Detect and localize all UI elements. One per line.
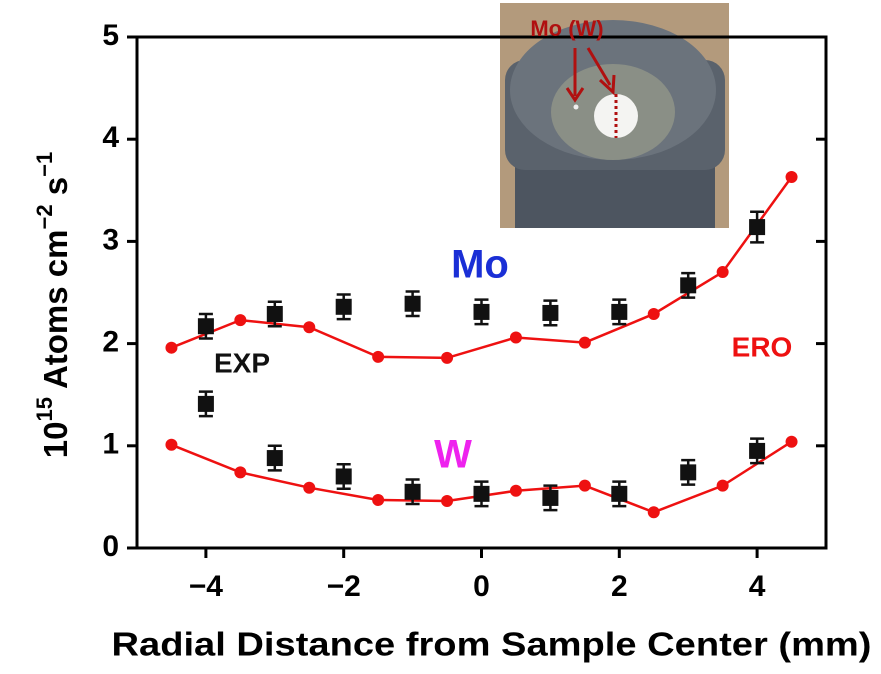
exp-point [473,485,490,502]
ero-point [578,479,591,492]
y-tick-label: 2 [102,326,119,359]
annotation: Mo (W) [530,16,603,41]
ero-point [509,484,522,497]
annotation: Mo [451,243,509,287]
y-tick-label: 3 [102,223,119,256]
x-tick-label: −2 [327,570,361,603]
y-tick-label: 1 [102,428,119,461]
y-tick-label: 5 [102,19,119,52]
y-label-superscript: 15 [32,397,57,421]
ero-point [716,479,729,492]
exp-point [335,468,352,485]
y-label-part: 10 [37,421,74,458]
ero-point [785,171,798,184]
ero-point [647,307,660,320]
ero-point [372,493,385,506]
exp-point [611,485,628,502]
annotation: W [434,433,472,477]
ero-point [785,435,798,448]
y-label-part: Atoms cm [37,230,74,397]
exp-point [266,450,283,467]
y-axis-label: 1015 Atoms cm−2 s−1 [32,152,74,458]
y-tick-label: 0 [102,530,119,563]
ero-point [303,321,316,334]
y-tick-label: 4 [102,121,119,154]
exp-point [542,489,559,506]
inset-photo [500,3,729,228]
exp-point [680,464,697,481]
exp-point [266,305,283,322]
ero-point [165,341,178,354]
exp-point [542,304,559,321]
ero-point [234,466,247,479]
y-label-superscript: −2 [32,204,57,229]
x-tick-label: 2 [611,570,628,603]
ero-point [441,351,454,364]
x-tick-label: 0 [473,570,490,603]
x-axis-label: Radial Distance from Sample Center (mm) [112,626,872,663]
y-label-superscript: −1 [32,152,57,177]
ero-point [234,314,247,327]
annotation: EXP [214,347,270,378]
exp-point [749,219,766,236]
ero-point [165,438,178,451]
ero-point [303,481,316,494]
ero-point [647,506,660,519]
exp-point [473,303,490,320]
exp-point [404,295,421,312]
exp-point [611,303,628,320]
annotation: ERO [732,331,793,362]
exp-point [197,395,214,412]
ero-point [372,350,385,363]
exp-point [335,298,352,315]
x-tick-label: −4 [189,570,224,603]
x-tick-label: 4 [749,570,766,603]
y-label-part: s [37,177,74,205]
ero-point [509,331,522,344]
exp-point [749,442,766,459]
ero-point [716,266,729,279]
ero-point [578,336,591,349]
ero-point [441,494,454,507]
exp-point [197,318,214,335]
exp-point [404,483,421,500]
exp-point [680,277,697,294]
